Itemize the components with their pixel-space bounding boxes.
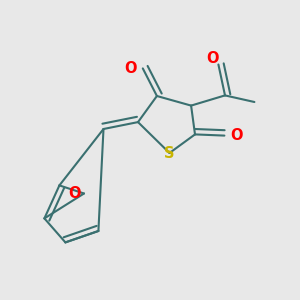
Text: S: S	[164, 146, 175, 160]
Text: O: O	[124, 61, 137, 76]
Text: O: O	[230, 128, 243, 143]
Text: O: O	[68, 186, 81, 201]
Text: O: O	[206, 51, 219, 66]
